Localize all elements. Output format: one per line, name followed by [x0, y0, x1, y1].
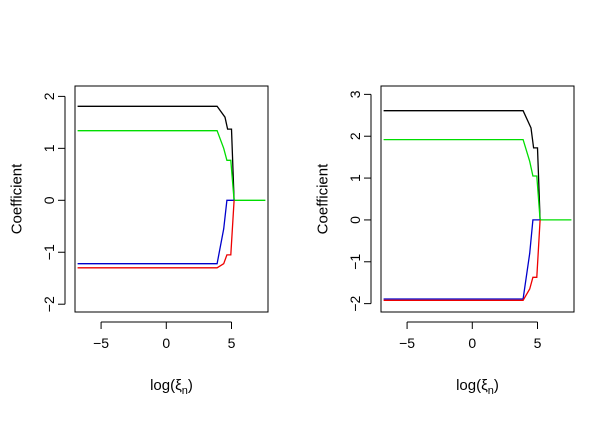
- y-tick-label: −2: [41, 296, 57, 312]
- x-axis-label: log(ξn): [456, 377, 499, 397]
- y-axis-label: Coefficient: [315, 163, 332, 234]
- y-tick-label: −2: [347, 295, 363, 311]
- y-tick-label: 2: [41, 92, 57, 100]
- x-axis-label-subscript: n: [488, 385, 494, 397]
- x-tick-label: 5: [228, 335, 236, 351]
- y-tick-label: 0: [41, 196, 57, 204]
- x-axis-label-main: log(ξ: [456, 377, 488, 394]
- x-tick-label: −5: [399, 335, 415, 351]
- y-tick-label: −1: [347, 254, 363, 270]
- y-tick-label: 1: [41, 144, 57, 152]
- y-tick-label: 0: [347, 216, 363, 224]
- plot-frame: [74, 85, 269, 313]
- x-axis-label-close: ): [188, 377, 193, 394]
- y-axis-label: Coefficient: [9, 163, 26, 234]
- x-axis-label-main: log(ξ: [150, 377, 182, 394]
- x-tick-label: 0: [162, 335, 170, 351]
- y-tick-label: −1: [41, 244, 57, 260]
- series-line-0: [383, 110, 541, 220]
- series-line-0: [77, 105, 235, 201]
- series-line-3: [77, 200, 235, 269]
- x-tick-label: −5: [93, 335, 109, 351]
- left-panel: −5 0 5 −2 −1 0 1 2 Coefficient log(ξn): [9, 85, 269, 397]
- y-tick-label: 1: [347, 174, 363, 182]
- x-tick-label: 5: [534, 335, 542, 351]
- series-line-2: [383, 219, 541, 300]
- x-axis-label-close: ): [494, 377, 499, 394]
- y-tick-label: 2: [347, 132, 363, 140]
- right-panel: −5 0 5 −2 −1 0 1 2 3 Coefficient log(ξn): [315, 85, 575, 397]
- series-line-3: [383, 219, 541, 301]
- y-tick-label: 3: [347, 90, 363, 98]
- series-line-1: [77, 130, 266, 201]
- series-line-2: [77, 199, 235, 265]
- x-axis-label: log(ξn): [150, 377, 193, 397]
- x-axis-label-subscript: n: [182, 385, 188, 397]
- series-line-1: [383, 138, 572, 221]
- plot-frame: [380, 85, 575, 313]
- x-tick-label: 0: [468, 335, 476, 351]
